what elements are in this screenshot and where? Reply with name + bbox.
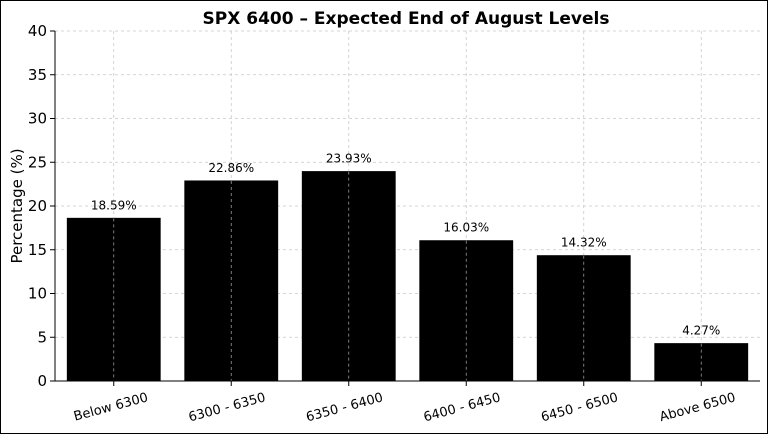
data-label: 14.32% xyxy=(561,236,607,250)
data-label: 4.27% xyxy=(682,324,720,338)
data-label: 18.59% xyxy=(91,198,137,212)
grid-layer xyxy=(55,30,760,382)
data-label: 23.93% xyxy=(326,152,372,166)
y-tick-label: 25 xyxy=(28,153,47,171)
y-tick-label: 5 xyxy=(37,328,47,346)
y-tick-label: 30 xyxy=(28,110,47,128)
y-tick-label: 10 xyxy=(28,285,47,303)
x-tick-label: 6450 - 6500 xyxy=(539,390,619,425)
x-tick-label: Below 6300 xyxy=(72,390,150,424)
y-tick-label: 40 xyxy=(28,22,47,40)
y-tick-label: 0 xyxy=(37,372,47,390)
data-label: 16.03% xyxy=(443,221,489,235)
data-label: 22.86% xyxy=(208,161,254,175)
data-labels-layer: 18.59% 22.86% 23.93% 16.03% 14.32% 4.27% xyxy=(91,152,720,338)
chart-title: SPX 6400 – Expected End of August Levels xyxy=(203,9,610,29)
y-tick-label: 35 xyxy=(28,66,47,84)
x-tick-label: 6400 - 6450 xyxy=(422,390,502,425)
x-tick-label: 6350 - 6400 xyxy=(304,390,384,425)
bars-layer xyxy=(66,171,749,382)
y-axis-label: Percentage (%) xyxy=(8,148,26,263)
y-tick-label: 15 xyxy=(28,241,47,259)
bar xyxy=(419,240,514,382)
x-tick-label: 6300 - 6350 xyxy=(187,390,267,425)
bar xyxy=(184,180,279,382)
y-tick-label: 20 xyxy=(28,197,47,215)
x-tick-label: Above 6500 xyxy=(658,390,737,425)
